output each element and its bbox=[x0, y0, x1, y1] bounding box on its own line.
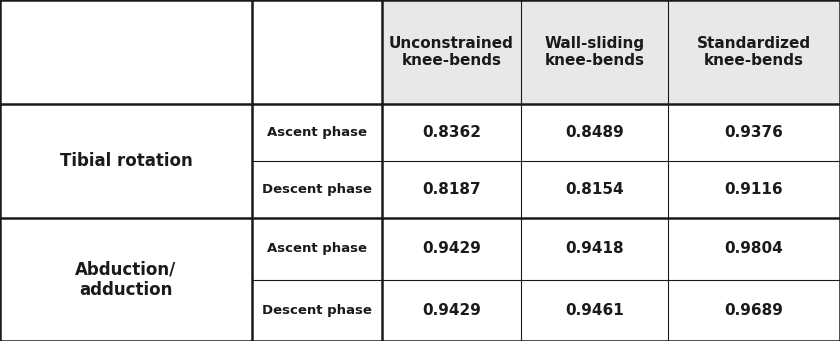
Text: 0.9429: 0.9429 bbox=[422, 303, 481, 318]
Bar bbox=[382, 0, 840, 104]
Text: Descent phase: Descent phase bbox=[262, 183, 372, 196]
Text: 0.9116: 0.9116 bbox=[725, 182, 783, 197]
Text: 0.8489: 0.8489 bbox=[565, 125, 623, 140]
Text: 0.9376: 0.9376 bbox=[724, 125, 784, 140]
Text: 0.9804: 0.9804 bbox=[725, 241, 783, 256]
Text: Ascent phase: Ascent phase bbox=[267, 242, 367, 255]
Text: 0.8187: 0.8187 bbox=[423, 182, 480, 197]
Text: 0.9689: 0.9689 bbox=[724, 303, 784, 318]
Text: 0.9429: 0.9429 bbox=[422, 241, 481, 256]
Text: Descent phase: Descent phase bbox=[262, 304, 372, 317]
Text: 0.8154: 0.8154 bbox=[565, 182, 623, 197]
Text: 0.9418: 0.9418 bbox=[565, 241, 623, 256]
Text: Tibial rotation: Tibial rotation bbox=[60, 152, 192, 170]
Text: Ascent phase: Ascent phase bbox=[267, 126, 367, 139]
Text: Wall-sliding
knee-bends: Wall-sliding knee-bends bbox=[544, 36, 644, 68]
Text: Abduction/
adduction: Abduction/ adduction bbox=[76, 260, 176, 299]
Text: Standardized
knee-bends: Standardized knee-bends bbox=[697, 36, 811, 68]
Text: 0.8362: 0.8362 bbox=[422, 125, 481, 140]
Text: 0.9461: 0.9461 bbox=[565, 303, 623, 318]
Text: Unconstrained
knee-bends: Unconstrained knee-bends bbox=[389, 36, 514, 68]
